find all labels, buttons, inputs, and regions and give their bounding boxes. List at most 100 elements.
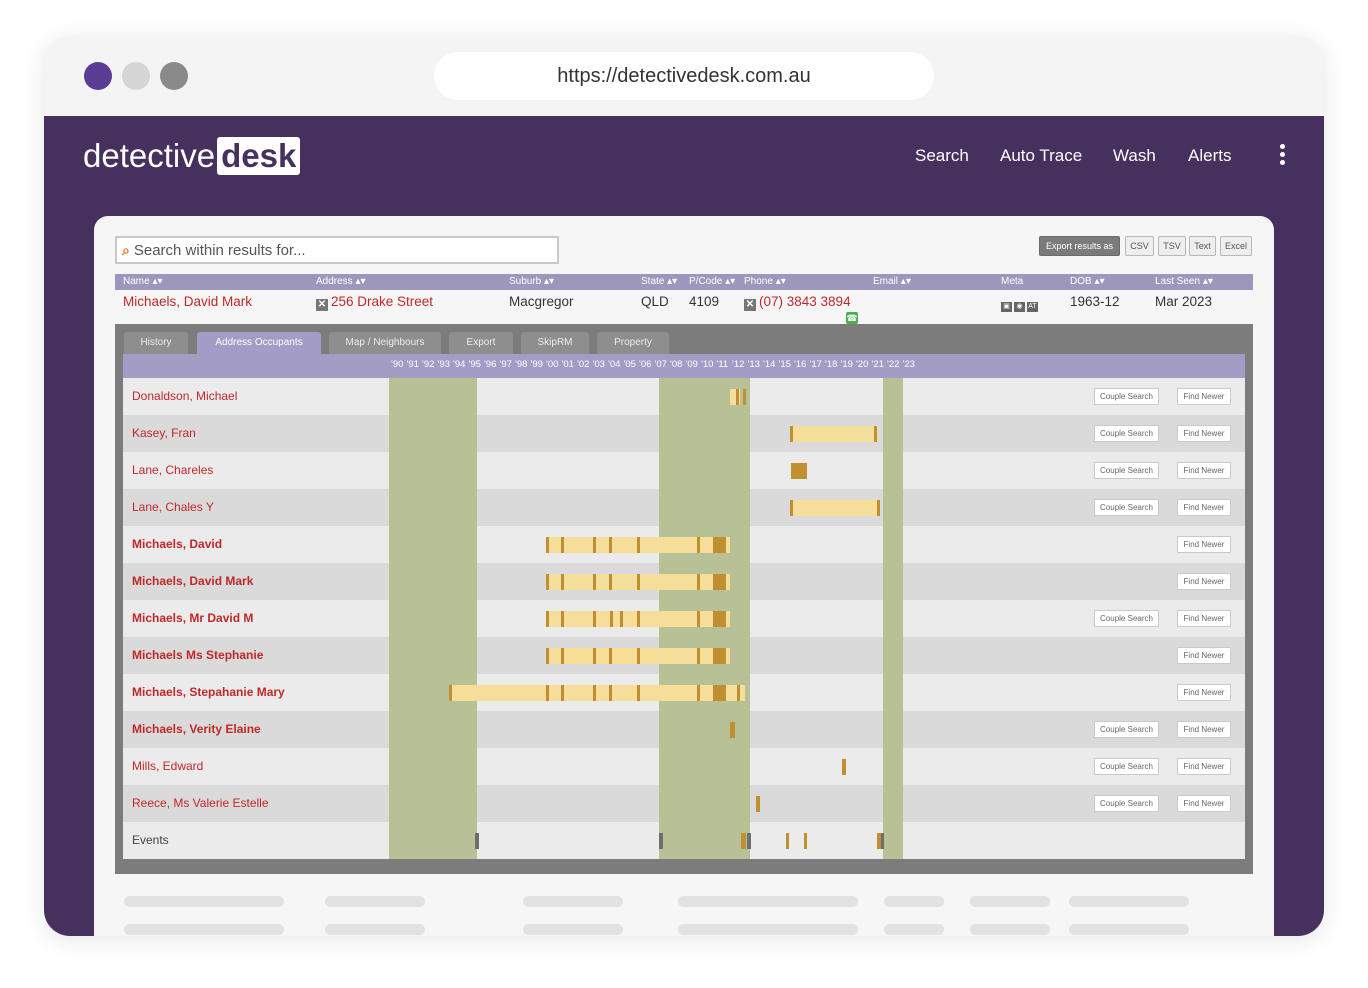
record-marker[interactable] — [697, 610, 700, 627]
col-email[interactable]: Email ▴▾ — [873, 276, 911, 287]
occupant-name[interactable]: Michaels, David — [132, 537, 223, 551]
col-dob[interactable]: DOB ▴▾ — [1070, 276, 1105, 287]
tab-history[interactable]: History — [124, 332, 188, 354]
tab-address-occupants[interactable]: Address Occupants — [197, 332, 321, 354]
close-icon[interactable]: ✕ — [316, 299, 328, 311]
find-newer-button[interactable]: Find Newer — [1177, 499, 1231, 516]
couple-search-button[interactable]: Couple Search — [1094, 499, 1159, 516]
record-marker[interactable] — [713, 684, 726, 701]
logo[interactable]: detective desk — [83, 136, 301, 176]
record-marker[interactable] — [697, 536, 700, 553]
couple-search-button[interactable]: Couple Search — [1094, 610, 1159, 627]
photo-icon[interactable]: ▣ — [1001, 302, 1012, 312]
record-marker[interactable] — [610, 610, 613, 627]
record-marker[interactable] — [609, 573, 612, 590]
couple-search-button[interactable]: Couple Search — [1094, 721, 1159, 738]
tab-map-neighbours[interactable]: Map / Neighbours — [329, 332, 441, 354]
tab-skiprm[interactable]: SkipRM — [521, 332, 589, 354]
find-newer-button[interactable]: Find Newer — [1177, 795, 1231, 812]
record-marker[interactable] — [546, 684, 549, 701]
col-name[interactable]: Name ▴▾ — [123, 276, 163, 287]
record-marker[interactable] — [561, 647, 564, 664]
record-marker[interactable] — [756, 795, 760, 812]
record-marker[interactable] — [842, 758, 846, 775]
find-newer-button[interactable]: Find Newer — [1177, 647, 1231, 664]
record-marker[interactable] — [449, 684, 452, 701]
record-marker[interactable] — [561, 610, 564, 627]
kebab-menu-icon[interactable] — [1278, 144, 1286, 168]
export-text-button[interactable]: Text — [1189, 236, 1216, 256]
presence-bar[interactable] — [730, 388, 740, 405]
record-marker[interactable] — [637, 684, 640, 701]
record-marker[interactable] — [609, 536, 612, 553]
find-newer-button[interactable]: Find Newer — [1177, 758, 1231, 775]
find-newer-button[interactable]: Find Newer — [1177, 536, 1231, 553]
find-newer-button[interactable]: Find Newer — [1177, 573, 1231, 590]
at-icon[interactable]: AT — [1027, 302, 1038, 312]
col-last-seen[interactable]: Last Seen ▴▾ — [1155, 276, 1213, 287]
record-marker[interactable] — [561, 684, 564, 701]
nav-alerts[interactable]: Alerts — [1188, 146, 1232, 165]
occupant-name[interactable]: Donaldson, Michael — [132, 389, 238, 403]
record-marker[interactable] — [697, 573, 700, 590]
record-marker[interactable] — [743, 388, 746, 405]
presence-bar[interactable] — [790, 425, 878, 442]
occupant-name[interactable]: Michaels Ms Stephanie — [132, 648, 264, 662]
col-postcode[interactable]: P/Code ▴▾ — [689, 276, 736, 287]
record-marker[interactable] — [786, 832, 789, 849]
tab-export[interactable]: Export — [449, 332, 513, 354]
presence-bar[interactable] — [449, 684, 745, 701]
search-input[interactable]: ⌕ Search within results for... — [115, 236, 559, 264]
window-close-dot[interactable] — [84, 62, 112, 90]
record-marker[interactable] — [593, 536, 596, 553]
record-marker[interactable] — [790, 425, 793, 442]
record-marker[interactable] — [637, 647, 640, 664]
export-csv-button[interactable]: CSV — [1125, 236, 1154, 256]
occupant-name[interactable]: Michaels, Stepahanie Mary — [132, 685, 285, 699]
record-address[interactable]: ✕ 256 Drake Street — [316, 294, 434, 311]
record-marker[interactable] — [609, 647, 612, 664]
record-name[interactable]: Michaels, David Mark — [123, 294, 253, 309]
record-marker[interactable] — [546, 647, 549, 664]
presence-bar[interactable] — [790, 499, 880, 516]
occupant-name[interactable]: Kasey, Fran — [132, 426, 196, 440]
record-marker[interactable] — [593, 647, 596, 664]
find-newer-button[interactable]: Find Newer — [1177, 425, 1231, 442]
find-newer-button[interactable]: Find Newer — [1177, 721, 1231, 738]
table-row[interactable]: Michaels, David Mark ✕ 256 Drake Street M… — [115, 290, 1253, 324]
phone-verified-icon[interactable]: ☎ — [846, 312, 858, 324]
record-marker[interactable] — [546, 536, 549, 553]
occupant-name[interactable]: Lane, Chareles — [132, 463, 214, 477]
record-marker[interactable] — [791, 462, 807, 479]
record-marker[interactable] — [713, 610, 726, 627]
record-marker[interactable] — [593, 684, 596, 701]
record-marker[interactable] — [697, 684, 700, 701]
occupant-name[interactable]: Michaels, Mr David M — [132, 611, 254, 625]
find-newer-button[interactable]: Find Newer — [1177, 388, 1231, 405]
record-marker[interactable] — [736, 388, 739, 405]
nav-wash[interactable]: Wash — [1113, 146, 1156, 165]
export-results-button[interactable]: Export results as — [1039, 236, 1120, 256]
occupant-name[interactable]: Michaels, Verity Elaine — [132, 722, 261, 736]
event-marker[interactable] — [475, 832, 479, 849]
record-marker[interactable] — [561, 573, 564, 590]
record-marker[interactable] — [697, 647, 700, 664]
record-marker[interactable] — [546, 573, 549, 590]
pin-icon[interactable]: ◉ — [1014, 302, 1025, 312]
record-marker[interactable] — [737, 684, 740, 701]
record-marker[interactable] — [874, 425, 877, 442]
record-marker[interactable] — [741, 832, 746, 849]
nav-auto-trace[interactable]: Auto Trace — [1000, 146, 1083, 165]
couple-search-button[interactable]: Couple Search — [1094, 758, 1159, 775]
record-marker[interactable] — [620, 610, 623, 627]
find-newer-button[interactable]: Find Newer — [1177, 462, 1231, 479]
record-marker[interactable] — [637, 536, 640, 553]
record-phone[interactable]: ✕ (07) 3843 3894 — [744, 294, 851, 311]
window-minimize-dot[interactable] — [122, 62, 150, 90]
col-suburb[interactable]: Suburb ▴▾ — [509, 276, 555, 287]
record-marker[interactable] — [561, 536, 564, 553]
export-tsv-button[interactable]: TSV — [1158, 236, 1186, 256]
record-marker[interactable] — [637, 610, 640, 627]
col-phone[interactable]: Phone ▴▾ — [744, 276, 786, 287]
record-marker[interactable] — [877, 832, 881, 849]
